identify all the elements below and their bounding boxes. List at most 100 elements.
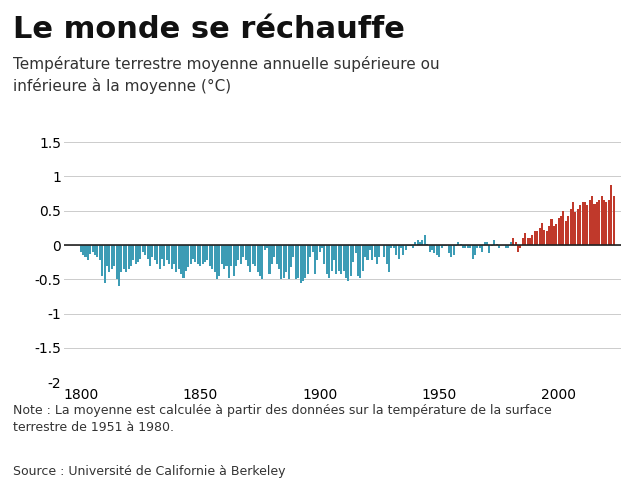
Bar <box>94 245 96 255</box>
Bar <box>331 245 333 271</box>
Bar <box>543 230 545 245</box>
Bar <box>608 200 610 245</box>
Bar <box>388 245 390 272</box>
Bar <box>137 245 139 262</box>
Bar <box>280 245 282 279</box>
Bar <box>593 204 596 245</box>
Bar <box>230 245 232 266</box>
Bar <box>152 245 154 257</box>
Bar <box>323 245 326 264</box>
Bar <box>297 245 300 278</box>
Bar <box>529 238 531 245</box>
Bar <box>348 245 349 281</box>
Bar <box>508 245 509 248</box>
Bar <box>546 231 548 245</box>
Bar <box>209 245 211 266</box>
Bar <box>426 244 428 245</box>
Bar <box>328 245 330 278</box>
Bar <box>161 245 163 259</box>
Bar <box>302 245 304 281</box>
Bar <box>295 245 297 279</box>
Bar <box>596 202 598 245</box>
Bar <box>355 245 356 253</box>
Bar <box>309 245 311 257</box>
Bar <box>134 245 137 264</box>
Bar <box>285 245 287 272</box>
Bar <box>113 245 115 266</box>
Bar <box>333 245 335 260</box>
Bar <box>410 245 412 246</box>
Text: Le monde se réchauffe: Le monde se réchauffe <box>13 15 404 44</box>
Bar <box>237 245 239 260</box>
Bar <box>170 245 173 269</box>
Bar <box>116 245 118 279</box>
Bar <box>82 245 84 255</box>
Bar <box>269 245 271 274</box>
Bar <box>534 231 536 245</box>
Bar <box>407 245 409 246</box>
Bar <box>517 245 519 252</box>
Bar <box>312 245 314 252</box>
Bar <box>92 245 93 252</box>
Bar <box>462 245 464 248</box>
Bar <box>316 245 318 260</box>
Bar <box>505 245 507 248</box>
Bar <box>189 245 191 264</box>
Bar <box>307 245 308 274</box>
Bar <box>556 224 557 245</box>
Bar <box>557 218 560 245</box>
Bar <box>120 245 122 272</box>
Bar <box>397 245 399 259</box>
Bar <box>563 211 564 245</box>
Bar <box>216 245 218 279</box>
Bar <box>481 245 483 252</box>
Bar <box>527 238 529 245</box>
Bar <box>247 245 249 266</box>
Bar <box>572 202 574 245</box>
Bar <box>374 245 376 257</box>
Bar <box>244 245 246 260</box>
Bar <box>536 231 538 245</box>
Bar <box>345 245 347 278</box>
Bar <box>259 245 261 276</box>
Bar <box>199 245 201 266</box>
Bar <box>438 245 440 257</box>
Bar <box>250 245 252 272</box>
Bar <box>383 245 385 257</box>
Bar <box>495 244 497 245</box>
Bar <box>108 245 111 272</box>
Bar <box>192 245 194 259</box>
Bar <box>510 242 512 245</box>
Bar <box>97 245 99 257</box>
Bar <box>292 245 294 257</box>
Bar <box>273 245 275 257</box>
Bar <box>376 245 378 264</box>
Bar <box>589 200 591 245</box>
Bar <box>149 245 151 266</box>
Bar <box>605 202 607 245</box>
Bar <box>479 245 481 248</box>
Bar <box>541 223 543 245</box>
Bar <box>403 245 404 255</box>
Bar <box>101 245 103 276</box>
Bar <box>340 245 342 274</box>
Bar <box>436 245 438 255</box>
Bar <box>140 245 141 259</box>
Bar <box>412 245 414 248</box>
Bar <box>261 245 264 279</box>
Bar <box>233 245 235 276</box>
Bar <box>357 245 359 276</box>
Bar <box>118 245 120 286</box>
Bar <box>123 245 125 269</box>
Bar <box>520 245 522 248</box>
Bar <box>385 245 388 264</box>
Bar <box>577 209 579 245</box>
Text: Température terrestre moyenne annuelle supérieure ou
inférieure à la moyenne (°C: Température terrestre moyenne annuelle s… <box>13 56 440 94</box>
Bar <box>419 242 421 245</box>
Bar <box>276 245 278 264</box>
Text: Note : La moyenne est calculée à partir des données sur la température de la sur: Note : La moyenne est calculée à partir … <box>13 404 552 434</box>
Bar <box>214 245 216 272</box>
Bar <box>484 242 486 245</box>
Bar <box>429 245 431 252</box>
Bar <box>166 245 168 260</box>
